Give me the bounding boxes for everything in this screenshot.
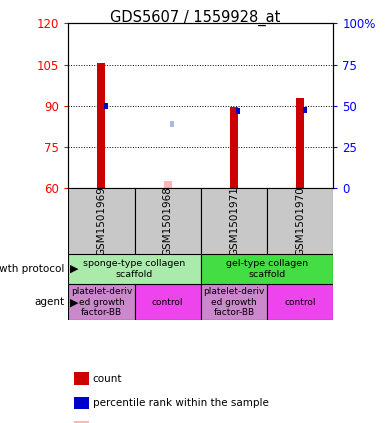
- Text: count: count: [93, 374, 122, 384]
- Text: GSM1501971: GSM1501971: [229, 186, 239, 256]
- Text: platelet-deriv
ed growth
factor-BB: platelet-deriv ed growth factor-BB: [203, 287, 265, 317]
- Bar: [135, 188, 201, 254]
- Bar: [68, 284, 135, 320]
- Bar: [303, 107, 307, 113]
- Bar: [68, 254, 201, 284]
- Bar: [98, 63, 105, 188]
- Text: sponge-type collagen
scaffold: sponge-type collagen scaffold: [83, 259, 186, 279]
- Bar: [170, 121, 174, 126]
- Text: agent: agent: [34, 297, 64, 307]
- Text: control: control: [285, 298, 316, 307]
- Bar: [135, 284, 201, 320]
- Text: platelet-deriv
ed growth
factor-BB: platelet-deriv ed growth factor-BB: [71, 287, 132, 317]
- Text: ▶: ▶: [70, 264, 79, 274]
- Text: GDS5607 / 1559928_at: GDS5607 / 1559928_at: [110, 9, 280, 25]
- Text: ▶: ▶: [70, 297, 79, 307]
- Bar: [201, 284, 267, 320]
- Text: GSM1501969: GSM1501969: [96, 186, 106, 256]
- Text: gel-type collagen
scaffold: gel-type collagen scaffold: [226, 259, 308, 279]
- Bar: [296, 98, 304, 188]
- Text: percentile rank within the sample: percentile rank within the sample: [93, 398, 269, 408]
- Bar: [201, 254, 333, 284]
- Bar: [68, 188, 135, 254]
- Text: GSM1501970: GSM1501970: [295, 186, 305, 256]
- Bar: [267, 188, 333, 254]
- Bar: [104, 103, 108, 109]
- Bar: [267, 284, 333, 320]
- Bar: [201, 188, 267, 254]
- Text: GSM1501968: GSM1501968: [163, 186, 173, 256]
- Bar: [164, 181, 172, 188]
- Bar: [230, 107, 238, 188]
- Text: control: control: [152, 298, 183, 307]
- Bar: [236, 108, 240, 114]
- Text: growth protocol: growth protocol: [0, 264, 64, 274]
